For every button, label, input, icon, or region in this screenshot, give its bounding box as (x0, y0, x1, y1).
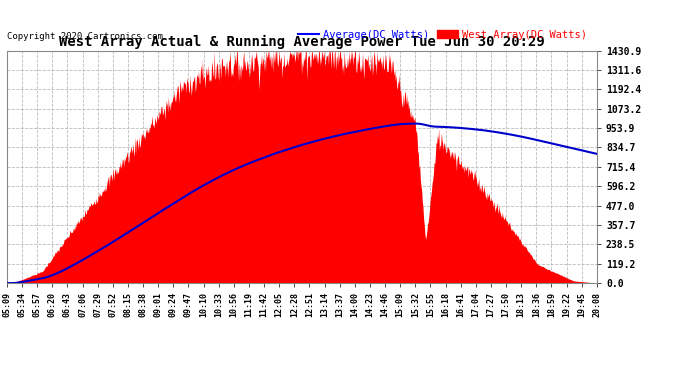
Title: West Array Actual & Running Average Power Tue Jun 30 20:29: West Array Actual & Running Average Powe… (59, 35, 544, 50)
Legend: Average(DC Watts), West Array(DC Watts): Average(DC Watts), West Array(DC Watts) (294, 26, 591, 44)
Text: Copyright 2020 Cartronics.com: Copyright 2020 Cartronics.com (7, 32, 163, 41)
